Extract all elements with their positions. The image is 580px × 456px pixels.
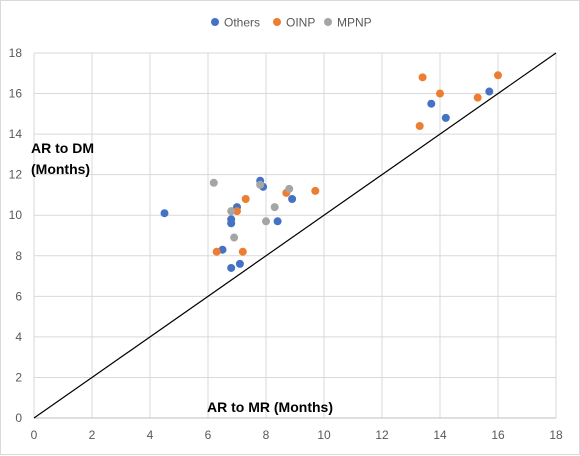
x-tick-label: 4 [147, 428, 154, 442]
y-tick-label: 8 [15, 249, 22, 263]
x-tick-label: 18 [549, 428, 563, 442]
x-tick-label: 10 [317, 428, 331, 442]
point-oinp [311, 186, 320, 195]
axis-titles: AR to DM (Months) AR to MR (Months) [31, 140, 333, 415]
point-others [160, 209, 169, 218]
point-others [441, 113, 450, 122]
reference-line [33, 52, 557, 419]
x-tick-label: 2 [89, 428, 96, 442]
point-mpnp [227, 207, 236, 216]
point-oinp [233, 207, 241, 216]
reference-line-group [33, 52, 557, 419]
y-tick-label: 4 [15, 330, 22, 344]
x-tick-label: 12 [375, 428, 389, 442]
legend-label-mpnp: MPNP [337, 16, 372, 30]
point-oinp [418, 73, 427, 82]
point-others [235, 259, 244, 268]
legend-marker-oinp [273, 18, 281, 26]
y-tick-label: 6 [15, 289, 22, 303]
x-axis-title: AR to MR (Months) [207, 399, 333, 415]
y-tick-label: 14 [9, 127, 23, 141]
point-others [288, 195, 297, 203]
y-tick-label: 16 [9, 87, 23, 101]
point-mpnp [270, 203, 279, 212]
y-tick-label: 12 [9, 168, 23, 182]
point-mpnp [285, 184, 294, 193]
legend-label-oinp: OINP [286, 16, 315, 30]
point-others [485, 87, 494, 96]
axes: 0 2 4 6 8 10 12 14 16 18 0 2 4 6 8 10 12 14 16 18 [9, 46, 563, 442]
point-mpnp [262, 217, 270, 226]
x-tick-label: 6 [205, 428, 212, 442]
point-mpnp [230, 233, 239, 242]
y-tick-label: 18 [9, 46, 23, 60]
y-axis-title-line-2: (Months) [31, 161, 90, 177]
point-others [273, 217, 282, 226]
y-tick-label: 0 [15, 411, 22, 425]
point-others [227, 263, 236, 272]
point-oinp [436, 89, 444, 98]
grid [34, 52, 557, 418]
point-oinp [212, 247, 221, 256]
legend: Others OINP MPNP [211, 16, 372, 30]
point-others [227, 219, 236, 228]
y-tick-label: 2 [15, 370, 22, 384]
x-tick-label: 0 [31, 428, 38, 442]
x-tick-label: 16 [491, 428, 505, 442]
y-tick-label: 10 [9, 208, 23, 222]
y-axis-title-line-1: AR to DM [31, 140, 94, 156]
point-mpnp [209, 178, 218, 187]
legend-marker-others [211, 18, 219, 26]
point-mpnp [256, 180, 265, 189]
x-tick-label: 8 [263, 428, 270, 442]
data-points [160, 71, 502, 272]
point-others [427, 99, 436, 108]
x-tick-label: 14 [433, 428, 447, 442]
point-oinp [238, 247, 247, 256]
point-oinp [415, 122, 424, 130]
point-oinp [241, 195, 250, 203]
legend-label-others: Others [224, 16, 260, 30]
legend-marker-mpnp [324, 18, 332, 26]
point-oinp [473, 93, 482, 102]
point-oinp [494, 71, 502, 80]
